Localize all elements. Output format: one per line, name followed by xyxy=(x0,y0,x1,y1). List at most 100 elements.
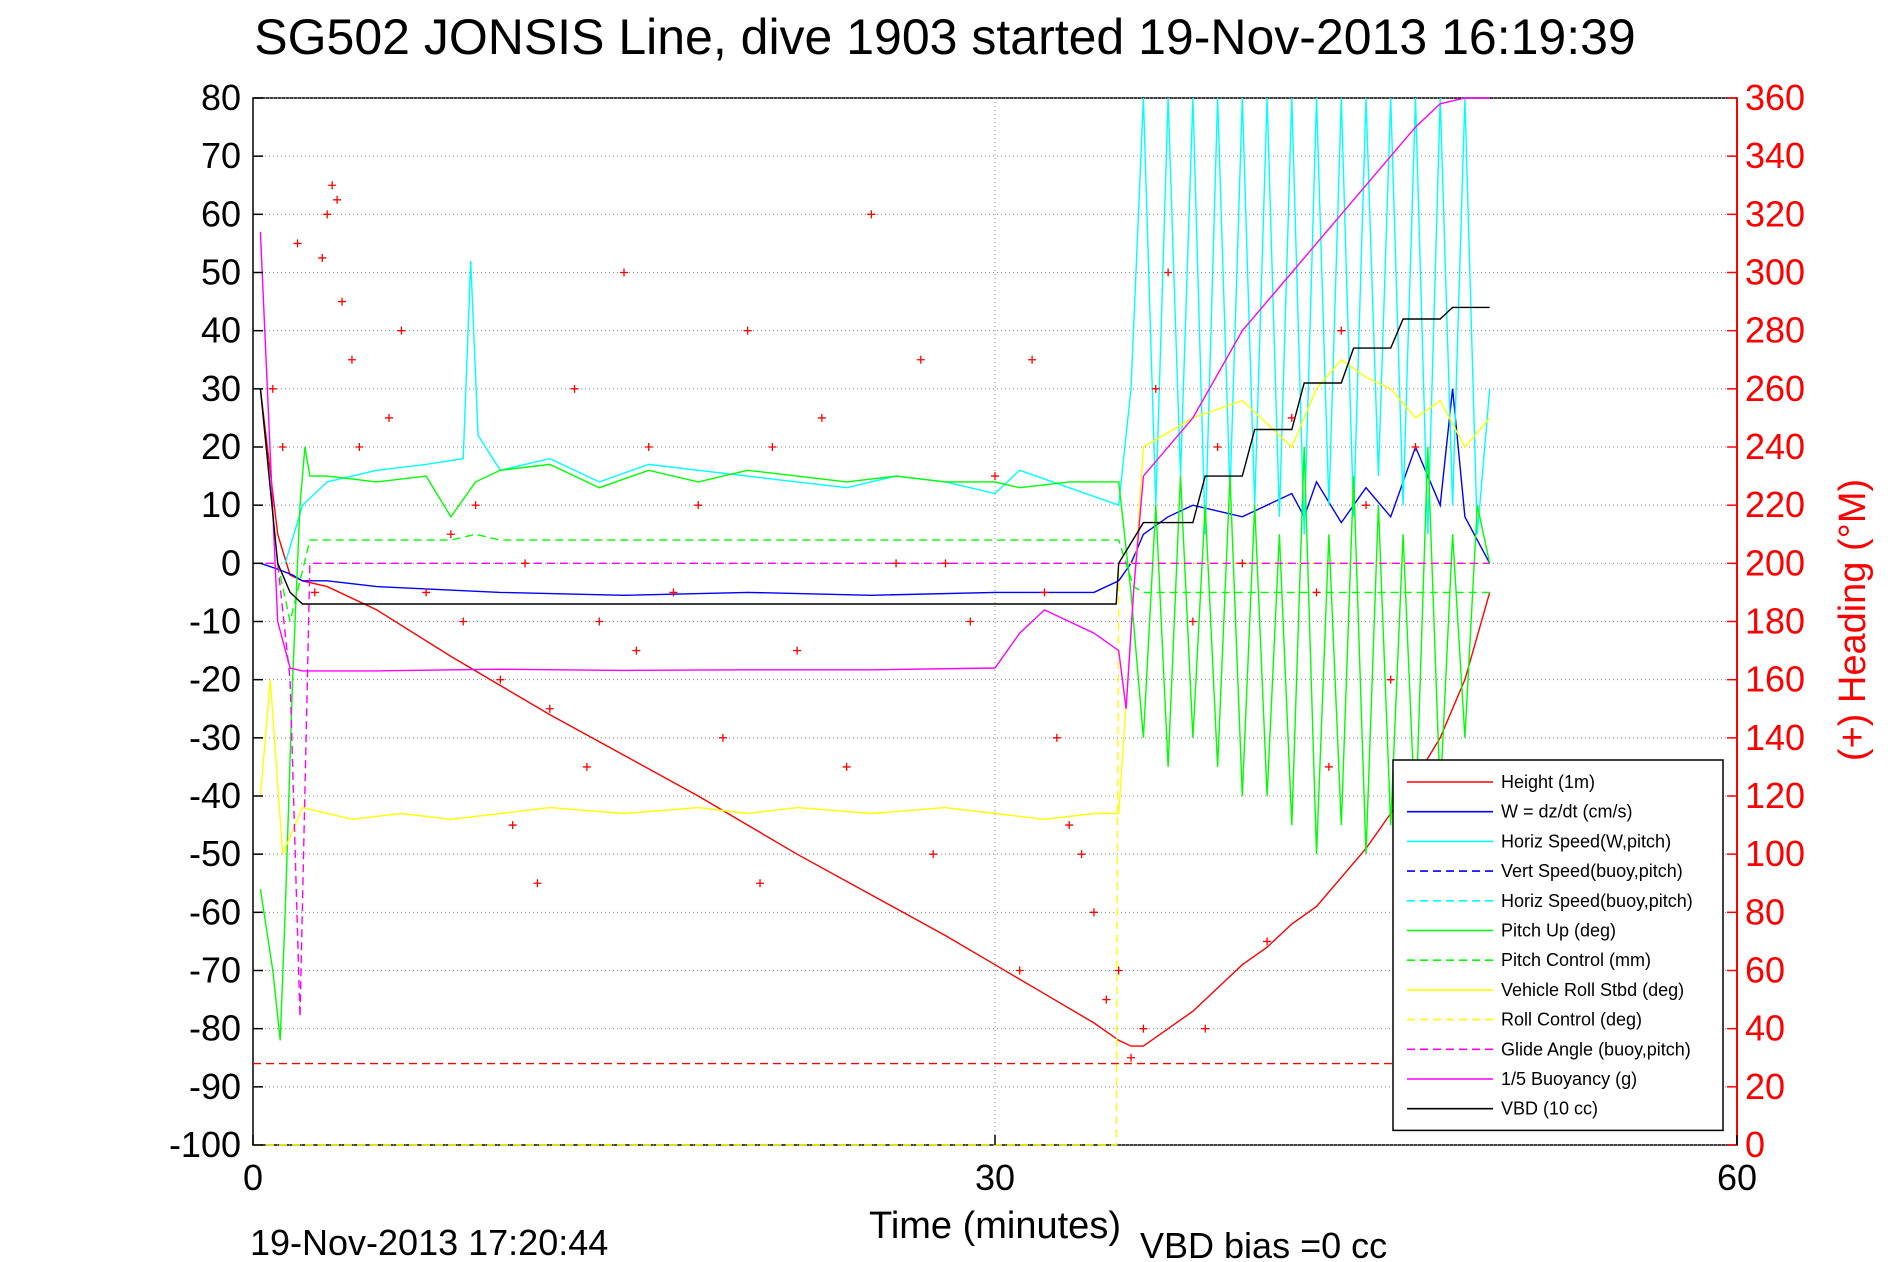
heading-point xyxy=(422,588,431,597)
series-line-height xyxy=(259,388,1491,1047)
legend-label: Horiz Speed(buoy,pitch) xyxy=(1501,891,1693,911)
heading-point xyxy=(471,501,480,510)
y-tick-label-right: 80 xyxy=(1745,891,1785,932)
y-tick-label-right: 240 xyxy=(1745,426,1805,467)
heading-point xyxy=(496,675,505,684)
legend-label: Pitch Up (deg) xyxy=(1501,921,1616,941)
series-line-glide_angle xyxy=(253,562,1490,1018)
heading-point xyxy=(268,384,277,393)
chart-title: SG502 JONSIS Line, dive 1903 started 19-… xyxy=(254,9,1635,65)
y-tick-label-right: 120 xyxy=(1745,775,1805,816)
heading-point xyxy=(756,879,765,888)
heading-point xyxy=(718,733,727,742)
heading-point xyxy=(1324,762,1333,771)
heading-point xyxy=(582,762,591,771)
footer-timestamp: 19-Nov-2013 17:20:44 xyxy=(250,1222,608,1262)
heading-point xyxy=(1164,268,1173,277)
heading-point xyxy=(632,646,641,655)
y-tick-label-left: -30 xyxy=(189,717,241,758)
y-tick-label-left: -70 xyxy=(189,950,241,991)
y-tick-label-left: 50 xyxy=(201,252,241,293)
legend-label: W = dz/dt (cm/s) xyxy=(1501,802,1633,822)
heading-point xyxy=(333,195,342,204)
y-tick-label-right: 100 xyxy=(1745,833,1805,874)
heading-point xyxy=(338,297,347,306)
heading-point xyxy=(310,588,319,597)
y-tick-label-left: -20 xyxy=(189,659,241,700)
heading-point xyxy=(929,850,938,859)
y-tick-label-left: -10 xyxy=(189,601,241,642)
heading-point xyxy=(916,355,925,364)
heading-point xyxy=(385,413,394,422)
heading-point xyxy=(1151,384,1160,393)
legend-label: Vert Speed(buoy,pitch) xyxy=(1501,861,1683,881)
y-tick-label-left: 20 xyxy=(201,426,241,467)
legend-box xyxy=(1392,759,1724,1132)
y-tick-label-left: -50 xyxy=(189,833,241,874)
heading-point xyxy=(1337,326,1346,335)
y-tick-label-right: 200 xyxy=(1745,542,1805,583)
y-tick-label-right: 280 xyxy=(1745,310,1805,351)
heading-point xyxy=(1065,821,1074,830)
heading-point xyxy=(397,326,406,335)
heading-point xyxy=(1089,908,1098,917)
y-tick-label-left: -90 xyxy=(189,1066,241,1107)
heading-point xyxy=(644,443,653,451)
y-tick-label-right: 320 xyxy=(1745,193,1805,234)
heading-point xyxy=(1362,501,1370,510)
y-tick-label-left: 40 xyxy=(201,310,241,351)
heading-point xyxy=(1411,443,1420,451)
axes: 80706050403020100-10-20-30-40-50-60-70-8… xyxy=(169,77,1805,1198)
y-tick-label-left: 60 xyxy=(201,193,241,234)
heading-point xyxy=(355,443,364,451)
heading-points xyxy=(268,181,1502,1091)
heading-point xyxy=(1287,413,1296,422)
series-layer xyxy=(253,97,1491,1146)
heading-point xyxy=(1040,588,1049,597)
series-line-vehicle_roll xyxy=(259,358,1491,855)
y-tick-label-left: 30 xyxy=(201,368,241,409)
footer-vbd-bias: VBD bias =0 cc xyxy=(1140,1225,1387,1262)
heading-point xyxy=(595,617,604,626)
heading-point xyxy=(545,704,554,713)
heading-point xyxy=(293,239,302,248)
heading-point xyxy=(318,253,327,262)
heading-point xyxy=(1263,937,1272,946)
heading-point xyxy=(533,879,542,888)
y-tick-label-right: 220 xyxy=(1745,484,1805,525)
heading-point xyxy=(323,210,332,219)
legend-label: 1/5 Buoyancy (g) xyxy=(1501,1069,1637,1089)
legend-label: Glide Angle (buoy,pitch) xyxy=(1501,1039,1691,1059)
series-line-horiz_w_pitch xyxy=(284,97,1491,564)
legend-label: Height (1m) xyxy=(1501,772,1595,792)
heading-point xyxy=(620,268,628,277)
y-tick-label-right: 40 xyxy=(1745,1008,1785,1049)
y-tick-label-left: 10 xyxy=(201,484,241,525)
legend-label: Roll Control (deg) xyxy=(1501,1010,1642,1030)
heading-point xyxy=(1238,559,1247,568)
heading-point xyxy=(570,384,579,393)
series-line-buoyancy xyxy=(259,97,1490,709)
y-tick-label-right: 140 xyxy=(1745,717,1805,758)
x-axis-label: Time (minutes) xyxy=(869,1205,1121,1247)
x-tick-label: 60 xyxy=(1717,1157,1757,1198)
y-tick-label-right: 260 xyxy=(1745,368,1805,409)
y-tick-label-right: 160 xyxy=(1745,659,1805,700)
heading-point xyxy=(966,617,975,626)
legend-label: Pitch Control (mm) xyxy=(1501,950,1651,970)
heading-point xyxy=(694,501,703,510)
heading-point xyxy=(743,326,752,335)
legend-label: Horiz Speed(W,pitch) xyxy=(1501,831,1671,851)
heading-point xyxy=(508,821,517,830)
y-tick-label-left: 0 xyxy=(221,542,241,583)
y-tick-label-left: -40 xyxy=(189,775,241,816)
y-tick-label-left: 70 xyxy=(201,135,241,176)
y-tick-label-left: 80 xyxy=(201,77,241,118)
heading-point xyxy=(446,530,455,539)
heading-point xyxy=(328,181,337,190)
heading-point xyxy=(521,559,530,568)
heading-point xyxy=(867,210,876,219)
series-line-w xyxy=(260,388,1491,597)
heading-point xyxy=(892,559,901,568)
